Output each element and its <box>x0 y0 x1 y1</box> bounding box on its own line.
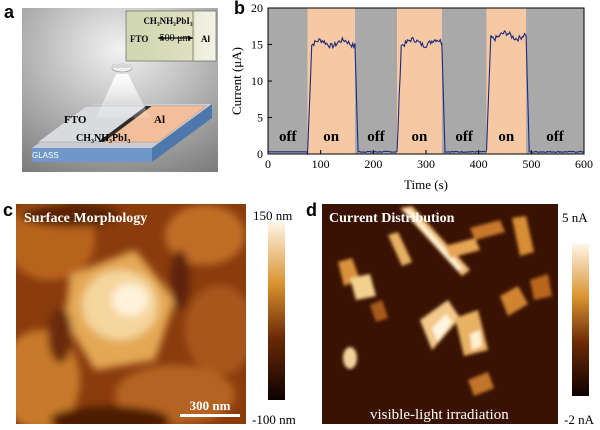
panel-c-afm-image: Surface Morphology 300 nm 150 nm -100 nm <box>16 204 296 427</box>
y-tick-label: 15 <box>251 38 263 52</box>
colorbar-max-label: 150 nm <box>253 208 292 223</box>
panel-letter-a: a <box>4 2 15 22</box>
panel-letter-c: c <box>3 200 14 220</box>
current-colorbar <box>572 244 589 396</box>
state-band-off <box>441 8 487 154</box>
x-axis-label: Time (s) <box>404 177 448 192</box>
current-map-caption: visible-light irradiation <box>370 407 509 423</box>
x-tick-label: 200 <box>364 157 382 171</box>
panel-a-schematic: CH₃NH₃PbI₃ FTO 500 μm Al FTO Al CH₃NH₃Pb… <box>22 8 218 172</box>
x-tick-label: 500 <box>522 157 540 171</box>
scale-bar-label: 300 nm <box>190 398 231 413</box>
inset-scale-label: 500 μm <box>160 33 191 44</box>
panel-letter-d: d <box>306 200 317 220</box>
inset-al-label: Al <box>201 34 210 44</box>
x-tick-label: 400 <box>470 157 488 171</box>
state-band-off <box>354 8 398 154</box>
y-tick-label: 0 <box>257 147 263 161</box>
inset-fto-label: FTO <box>130 34 148 44</box>
state-label-off: off <box>367 129 385 145</box>
current-colorbar-min-label: -2 nA <box>564 412 595 427</box>
x-tick-label: 100 <box>312 157 330 171</box>
panel-letter-b: b <box>234 0 245 18</box>
state-label-on: on <box>323 129 340 145</box>
al-label: Al <box>154 114 165 126</box>
y-tick-label: 10 <box>251 74 263 88</box>
chart-state-bands <box>268 8 584 154</box>
inset-material-label: CH₃NH₃PbI₃ <box>143 16 192 26</box>
state-band-on <box>397 8 442 154</box>
x-tick-label: 600 <box>575 157 593 171</box>
lamp-body <box>112 64 132 68</box>
state-band-off <box>526 8 584 154</box>
chart-state-labels: off on off on off on off <box>279 129 565 145</box>
state-label-off: off <box>455 129 473 145</box>
y-tick-label: 5 <box>257 111 263 125</box>
material-label: CH₃NH₃PbI₃ <box>76 133 131 144</box>
current-colorbar-max-label: 5 nA <box>562 210 588 225</box>
state-label-off: off <box>279 129 297 145</box>
height-colorbar <box>268 222 285 400</box>
arrow-right-icon <box>188 35 193 41</box>
arrow-left-icon <box>158 35 163 41</box>
glass-front <box>32 148 152 162</box>
chart-axes: 0 100 200 300 400 500 600 0 5 10 15 20 <box>251 1 593 171</box>
panel-d-current-map: Current Distribution visible-light irrad… <box>322 204 595 427</box>
glass-side <box>152 104 212 162</box>
x-tick-label: 0 <box>265 157 271 171</box>
current-series-line <box>268 30 584 155</box>
state-label-off: off <box>546 129 564 145</box>
device-photo-inset <box>125 10 217 62</box>
glass-label: GLASS <box>32 151 59 160</box>
y-axis-label: Current (μA) <box>229 47 244 115</box>
y-tick-label: 20 <box>251 1 263 15</box>
current-map-title: Current Distribution <box>329 211 455 226</box>
state-band-off <box>268 8 308 154</box>
state-band-on <box>307 8 355 154</box>
fto-label: FTO <box>64 114 87 126</box>
current-hotspots <box>338 206 552 396</box>
state-label-on: on <box>498 129 515 145</box>
panel-b-chart: off on off on off on off 0 100 200 300 400 500 600 0 5… <box>229 1 593 192</box>
state-label-on: on <box>411 129 428 145</box>
light-beam <box>96 74 150 118</box>
x-tick-label: 300 <box>417 157 435 171</box>
state-band-on <box>486 8 527 154</box>
scale-bar <box>180 414 240 417</box>
afm-title: Surface Morphology <box>24 211 147 226</box>
colorbar-min-label: -100 nm <box>252 412 296 427</box>
